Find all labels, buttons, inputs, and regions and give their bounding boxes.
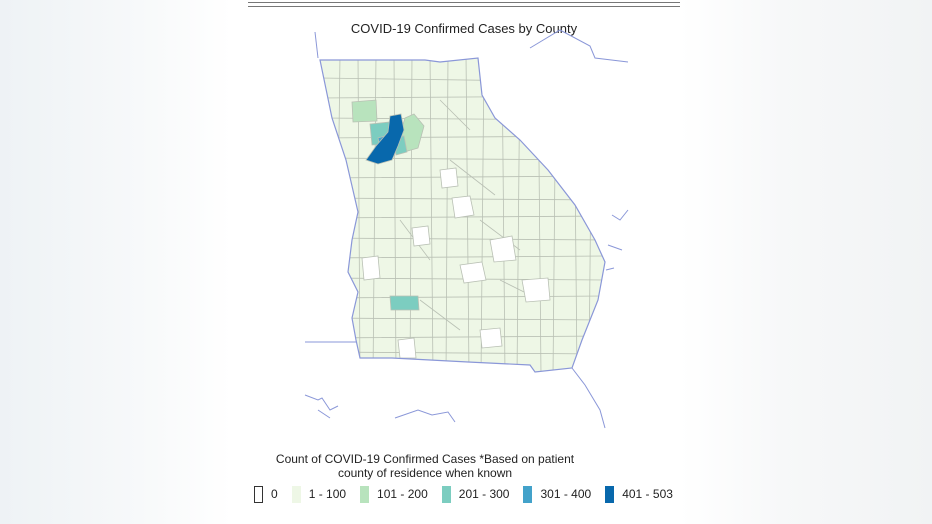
legend-swatch-301-400	[523, 485, 533, 503]
county-zero	[411, 225, 431, 247]
legend-label-201-300: 201 - 300	[458, 487, 510, 501]
county-zero	[479, 327, 503, 349]
background-right	[680, 0, 932, 524]
county-201-300	[389, 295, 420, 311]
legend-item-201-300: 201 - 300	[441, 485, 510, 503]
legend-item-401-503: 401 - 503	[605, 485, 673, 503]
zero-case-counties	[361, 167, 551, 359]
county-zero	[521, 277, 551, 303]
sc-border-line	[529, 29, 629, 63]
legend-title-line1: Count of COVID-19 Confirmed Cases *Based…	[275, 452, 575, 466]
county-zero	[361, 255, 381, 281]
georgia-state-outline	[319, 57, 606, 373]
legend-label-401-503: 401 - 503	[622, 487, 673, 501]
legend-title-line2: county of residence when known	[337, 466, 513, 480]
county-zero	[459, 261, 487, 284]
legend-label-0: 0	[271, 487, 278, 501]
al-north-line	[314, 31, 319, 59]
legend-swatch-101-200	[360, 485, 370, 503]
legend-label-301-400: 301 - 400	[540, 487, 592, 501]
legend-label-1-100: 1 - 100	[308, 487, 347, 501]
legend-item-0: 0	[254, 485, 278, 503]
header-rule	[248, 2, 680, 7]
neighbor-state-lines	[304, 29, 629, 429]
legend-title: Count of COVID-19 Confirmed Cases *Based…	[250, 452, 600, 480]
county-zero	[489, 235, 517, 263]
county-zero	[451, 195, 475, 219]
gulf-coast-line	[304, 394, 456, 423]
legend-label-101-200: 101 - 200	[377, 487, 428, 501]
map-title: COVID-19 Confirmed Cases by County	[350, 21, 578, 36]
county-zero	[397, 337, 417, 359]
atlantic-coast-marks	[605, 209, 629, 271]
legend-item-101-200: 101 - 200	[360, 485, 428, 503]
legend-swatch-401-503	[605, 485, 615, 503]
legend-item-1-100: 1 - 100	[291, 485, 347, 503]
legend-swatch-1-100	[291, 485, 301, 503]
legend: 0 1 - 100 101 - 200 201 - 300 301 - 400 …	[254, 485, 687, 503]
legend-swatch-0	[254, 485, 263, 503]
county-zero	[439, 167, 459, 189]
legend-swatch-201-300	[441, 485, 451, 503]
county-401-503	[365, 113, 405, 165]
background-left	[0, 0, 232, 524]
fl-east-coast-line	[571, 367, 606, 429]
county-101-200	[351, 99, 378, 123]
legend-item-301-400: 301 - 400	[523, 485, 592, 503]
